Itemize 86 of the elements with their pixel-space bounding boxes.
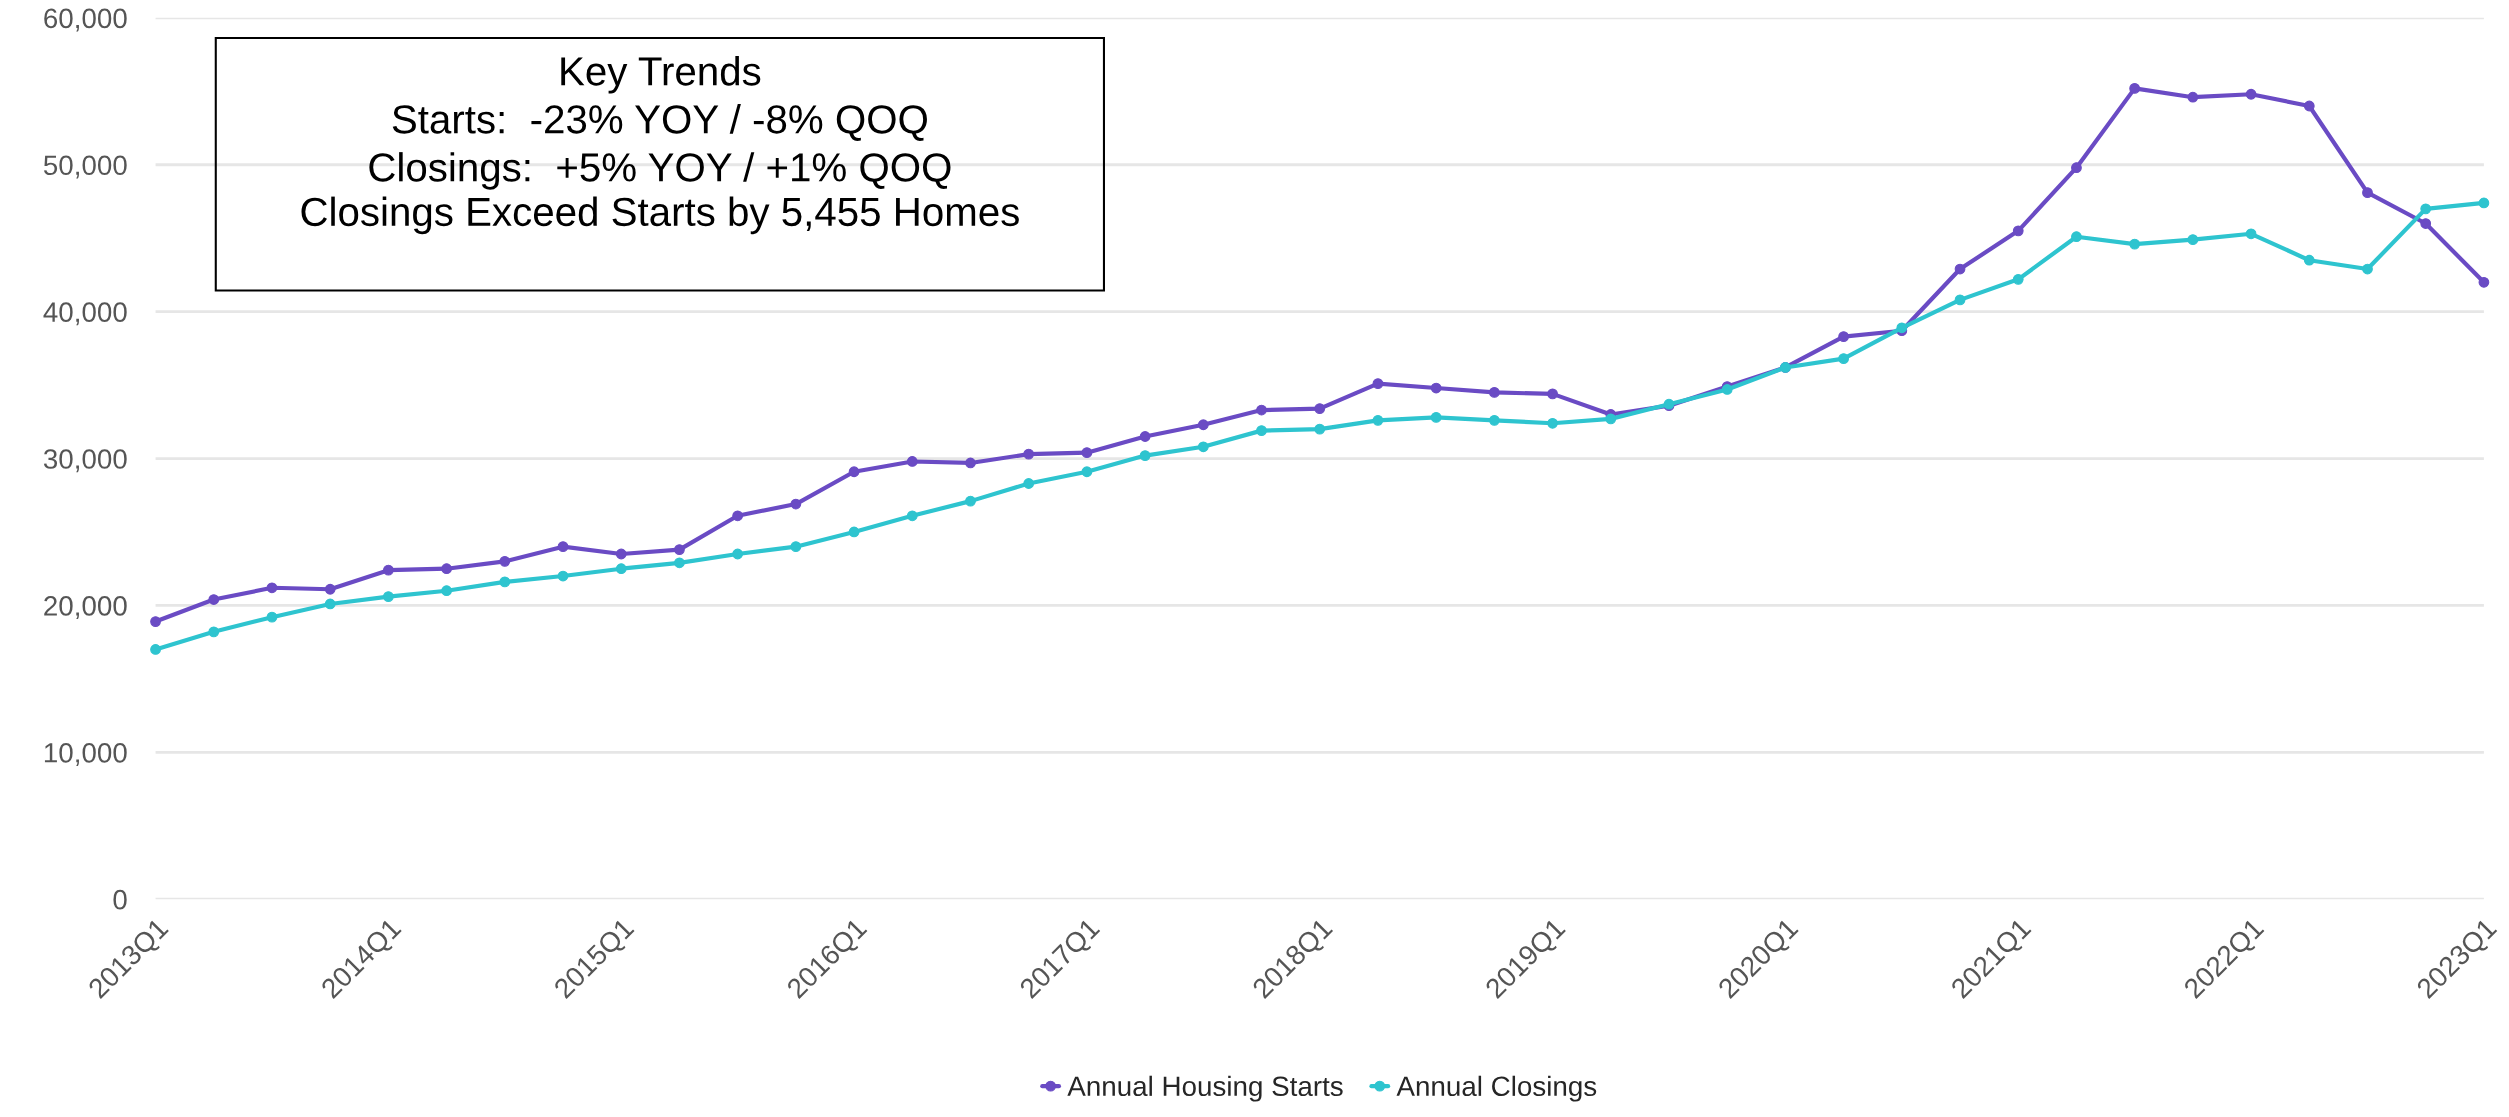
point xyxy=(1139,450,1151,461)
point xyxy=(2012,273,2024,285)
point xyxy=(848,466,860,478)
point xyxy=(150,616,161,627)
point xyxy=(2012,225,2024,237)
point xyxy=(1256,404,1267,416)
point xyxy=(1488,414,1500,426)
point xyxy=(1081,466,1093,478)
point xyxy=(2478,197,2490,209)
point xyxy=(2071,231,2082,243)
point xyxy=(383,591,394,602)
point xyxy=(674,544,685,555)
point xyxy=(150,644,161,655)
point xyxy=(2129,83,2141,94)
point xyxy=(557,541,569,553)
point xyxy=(1488,387,1500,398)
point xyxy=(615,563,627,575)
point xyxy=(1372,414,1384,426)
point xyxy=(1954,263,1966,275)
point xyxy=(906,456,918,467)
legend-label: Annual Closings xyxy=(1396,1075,1597,1102)
point xyxy=(441,563,452,575)
point xyxy=(1954,294,1966,306)
point xyxy=(615,548,627,560)
point xyxy=(1430,412,1442,423)
point xyxy=(906,510,918,522)
point xyxy=(965,457,976,469)
point xyxy=(1197,419,1209,431)
point xyxy=(1023,478,1035,489)
y-tick-label: 60,000 xyxy=(44,8,127,32)
point xyxy=(1372,378,1384,389)
point xyxy=(1023,448,1035,460)
point xyxy=(2245,88,2257,100)
point xyxy=(324,598,336,610)
point xyxy=(2245,228,2257,240)
point xyxy=(2303,100,2315,112)
point xyxy=(965,495,976,507)
point xyxy=(441,585,452,597)
y-tick-label: 0 xyxy=(113,889,127,910)
point xyxy=(1256,425,1267,436)
point xyxy=(499,555,511,567)
point xyxy=(790,541,802,553)
point xyxy=(208,626,220,638)
point xyxy=(1547,388,1558,400)
point xyxy=(266,611,278,623)
point xyxy=(383,564,394,576)
y-tick-label: 10,000 xyxy=(44,742,127,766)
point xyxy=(2129,238,2141,250)
annotation: Key Trends xyxy=(561,56,761,94)
point xyxy=(1197,441,1209,453)
point xyxy=(1430,382,1442,394)
point xyxy=(2478,276,2490,288)
point xyxy=(2187,234,2199,246)
y-tick-label: 30,000 xyxy=(43,449,127,473)
y-tick-label: 50,000 xyxy=(43,155,127,179)
annotation: Starts: -23% YOY / -8% QOQ xyxy=(392,104,927,141)
point xyxy=(2187,91,2199,103)
point xyxy=(1605,413,1617,425)
point xyxy=(1314,403,1326,414)
point xyxy=(1081,447,1093,459)
point xyxy=(1547,417,1558,429)
y-tick-label: 40,000 xyxy=(43,302,127,326)
point xyxy=(848,526,860,538)
point xyxy=(732,510,744,522)
point xyxy=(557,570,569,582)
point xyxy=(2362,263,2373,275)
y-tick-label: 20,000 xyxy=(44,596,127,620)
point xyxy=(674,557,685,569)
annotation: Closings Exceed Starts by 5,455 Homes xyxy=(301,196,1019,235)
point xyxy=(2420,203,2432,215)
point xyxy=(1314,423,1326,435)
legend-label: Annual Housing Starts xyxy=(1067,1075,1343,1102)
point xyxy=(790,498,802,510)
point xyxy=(2071,162,2082,174)
point xyxy=(732,548,744,560)
point xyxy=(208,594,220,605)
point xyxy=(1139,431,1151,442)
point xyxy=(1838,353,1849,365)
point xyxy=(2362,187,2373,199)
annotation: Closings: +5% YOY / +1% QOQ xyxy=(369,152,951,190)
point xyxy=(2303,254,2315,266)
point xyxy=(324,583,336,595)
point xyxy=(2420,218,2432,229)
point xyxy=(499,576,511,588)
point xyxy=(1838,331,1849,342)
point xyxy=(266,582,278,594)
